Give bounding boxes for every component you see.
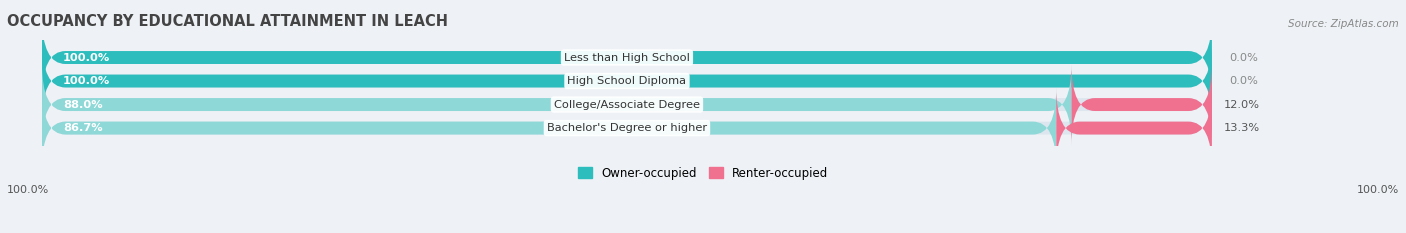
Text: Less than High School: Less than High School: [564, 52, 690, 62]
FancyBboxPatch shape: [42, 88, 1212, 169]
Text: 13.3%: 13.3%: [1223, 123, 1260, 133]
FancyBboxPatch shape: [42, 88, 1056, 169]
FancyBboxPatch shape: [1071, 64, 1212, 145]
Text: Source: ZipAtlas.com: Source: ZipAtlas.com: [1288, 19, 1399, 29]
Text: 0.0%: 0.0%: [1229, 76, 1258, 86]
Text: 0.0%: 0.0%: [1229, 52, 1258, 62]
Text: Bachelor's Degree or higher: Bachelor's Degree or higher: [547, 123, 707, 133]
Text: 100.0%: 100.0%: [63, 52, 110, 62]
Text: High School Diploma: High School Diploma: [568, 76, 686, 86]
Text: 100.0%: 100.0%: [63, 76, 110, 86]
Text: 100.0%: 100.0%: [7, 185, 49, 195]
Text: 88.0%: 88.0%: [63, 99, 103, 110]
FancyBboxPatch shape: [42, 41, 1212, 122]
FancyBboxPatch shape: [42, 17, 1212, 98]
FancyBboxPatch shape: [1056, 88, 1212, 169]
FancyBboxPatch shape: [42, 41, 1212, 122]
FancyBboxPatch shape: [42, 64, 1212, 145]
FancyBboxPatch shape: [42, 17, 1212, 98]
Text: 100.0%: 100.0%: [1357, 185, 1399, 195]
Text: 86.7%: 86.7%: [63, 123, 103, 133]
Text: OCCUPANCY BY EDUCATIONAL ATTAINMENT IN LEACH: OCCUPANCY BY EDUCATIONAL ATTAINMENT IN L…: [7, 14, 449, 29]
Text: 12.0%: 12.0%: [1223, 99, 1260, 110]
Text: College/Associate Degree: College/Associate Degree: [554, 99, 700, 110]
Legend: Owner-occupied, Renter-occupied: Owner-occupied, Renter-occupied: [572, 162, 834, 184]
FancyBboxPatch shape: [42, 64, 1071, 145]
